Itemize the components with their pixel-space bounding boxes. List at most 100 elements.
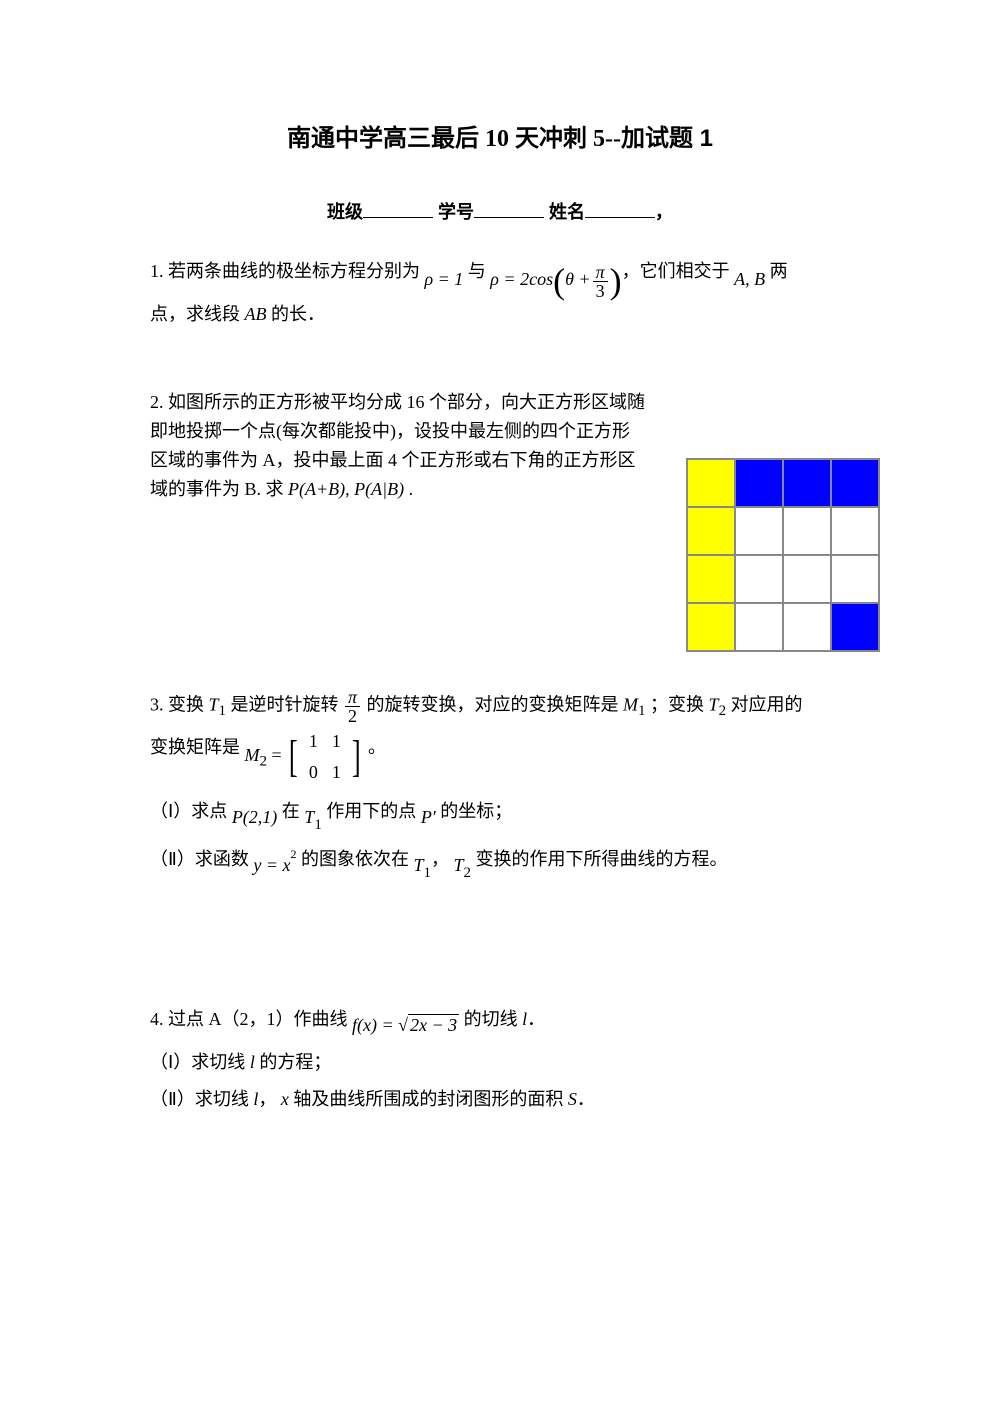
p3-t1b: T: [304, 807, 314, 827]
p2-d: 域的事件为 B. 求: [150, 479, 288, 499]
table-row: [687, 459, 879, 507]
p4-sub1: （Ⅰ）求切线 l 的方程；: [150, 1048, 850, 1077]
p2-b: 即地投掷一个点(每次都能投中)，设投中最左侧的四个正方形: [150, 421, 630, 441]
p1-text-b: ，它们相交于: [622, 261, 735, 281]
grid-cell: [831, 507, 879, 555]
grid-cell: [687, 555, 735, 603]
grid-cell: [831, 555, 879, 603]
p3-sub1c: 作用下的点: [322, 801, 421, 821]
p1-rho1: ρ = 1: [425, 269, 464, 289]
p3-two: 2: [345, 707, 360, 725]
lparen-icon: (: [553, 261, 565, 301]
blank-id: [474, 200, 544, 218]
p3-m1s: 1: [638, 704, 646, 720]
p2-expr: P(A+B), P(A|B): [288, 479, 404, 499]
label-class: 班级: [327, 202, 363, 222]
grid-cell: [687, 603, 735, 651]
p3-t1: T: [209, 695, 219, 715]
matrix: 1101: [301, 725, 349, 789]
grid-table: [686, 458, 880, 652]
p3-d: ；变换: [646, 695, 709, 715]
grid-cell: [735, 459, 783, 507]
p3-f: 变换矩阵是: [150, 737, 245, 757]
p3-a: 3. 变换: [150, 695, 209, 715]
p3-t1c: T: [413, 855, 423, 875]
p1-rho2a: ρ = 2cos: [490, 269, 553, 289]
p4-sub1b: 的方程；: [255, 1052, 332, 1072]
grid-cell: [831, 603, 879, 651]
p3-t2s: 2: [719, 704, 727, 720]
p3-t2sc: 2: [464, 865, 472, 881]
p3-yx2: y = x: [253, 855, 290, 875]
p4-s: S: [568, 1089, 577, 1109]
title-part-a: 南通中学高三最后 10 天冲刺 5--: [287, 126, 621, 152]
p3-sub2a: （Ⅱ）求函数: [150, 849, 253, 869]
problem-3: 3. 变换 T1 是逆时针旋转 π2 的旋转变换，对应的变换矩阵是 M1 ；变换…: [150, 688, 850, 885]
form-line: 班级 学号 姓名 ，: [150, 198, 850, 227]
p3-sub1: （Ⅰ）求点 P(2,1) 在 T1 作用下的点 P′ 的坐标；: [150, 797, 850, 837]
p4-root: 2x − 3: [408, 1014, 459, 1035]
grid-cell: [735, 555, 783, 603]
radical-icon: √: [398, 1015, 408, 1035]
grid-cell: [687, 507, 735, 555]
p2-a: 2. 如图所示的正方形被平均分成 16 个部分，向大正方形区域随: [150, 392, 645, 412]
p4-a: 4. 过点 A（2，1）作曲线: [150, 1009, 352, 1029]
p1-ab: A, B: [734, 269, 765, 289]
p3-t2: T: [709, 695, 719, 715]
page-title: 南通中学高三最后 10 天冲刺 5--加试题 1: [150, 120, 850, 158]
grid-cell: [783, 459, 831, 507]
p4-b: 的切线: [459, 1009, 522, 1029]
grid-cell: [783, 507, 831, 555]
p1-pi: π: [593, 263, 608, 282]
p3-c: 的旋转变换，对应的变换矩阵是: [362, 695, 623, 715]
problem-2: 2. 如图所示的正方形被平均分成 16 个部分，向大正方形区域随 即地投掷一个点…: [150, 388, 850, 658]
p4-sub2b: ，: [258, 1089, 276, 1109]
p3-t1sb: 1: [314, 817, 322, 833]
p4-sub2d: ．: [577, 1089, 595, 1109]
blank-name: [585, 200, 655, 218]
p3-t1sc: 1: [424, 865, 432, 881]
p1-ab2: AB: [245, 304, 267, 324]
p3-m1: M: [623, 695, 638, 715]
table-row: [687, 603, 879, 651]
p3-pprime: P′: [421, 807, 436, 827]
p2-e: .: [404, 479, 413, 499]
mat-11: 1: [326, 758, 347, 787]
p3-m2s: 2: [260, 754, 268, 770]
grid-cell: [831, 459, 879, 507]
p3-sub2b: 的图象依次在: [296, 849, 413, 869]
p1-text-e: 的长．: [267, 304, 326, 324]
p1-three: 3: [593, 282, 608, 300]
p3-sub1b: 在: [277, 801, 304, 821]
p4-sub1a: （Ⅰ）求切线: [150, 1052, 250, 1072]
p4-c: ．: [527, 1009, 545, 1029]
p1-theta: θ +: [565, 269, 591, 289]
grid-figure: [686, 458, 880, 652]
p1-text-c: 两: [765, 261, 788, 281]
p3-b: 是逆时针旋转: [226, 695, 343, 715]
p4-x: x: [281, 1089, 289, 1109]
grid-cell: [735, 603, 783, 651]
p3-sub1a: （Ⅰ）求点: [150, 801, 232, 821]
blank-class: [363, 200, 433, 218]
p3-t2c: T: [454, 855, 464, 875]
p3-g: 。: [363, 737, 386, 757]
p4-sub2c: 轴及曲线所围成的封闭图形的面积: [289, 1089, 568, 1109]
p4-sub2: （Ⅱ）求切线 l， x 轴及曲线所围成的封闭图形的面积 S．: [150, 1085, 850, 1114]
p3-comma: ，: [431, 849, 449, 869]
grid-cell: [783, 603, 831, 651]
rparen-icon: ): [610, 261, 622, 301]
p3-e: 对应用的: [726, 695, 803, 715]
label-id: 学号: [438, 202, 474, 222]
p2-c: 区域的事件为 A，投中最上面 4 个正方形或右下角的正方形区: [150, 450, 636, 470]
p1-text-a: 1. 若两条曲线的极坐标方程分别为: [150, 261, 425, 281]
p4-sub2a: （Ⅱ）求切线: [150, 1089, 253, 1109]
grid-cell: [735, 507, 783, 555]
mat-00: 1: [303, 727, 324, 756]
table-row: [687, 555, 879, 603]
grid-cell: [687, 459, 735, 507]
form-end: ，: [655, 202, 673, 222]
p1-frac: π3: [593, 263, 608, 300]
mat-01: 1: [326, 727, 347, 756]
label-name: 姓名: [549, 202, 585, 222]
